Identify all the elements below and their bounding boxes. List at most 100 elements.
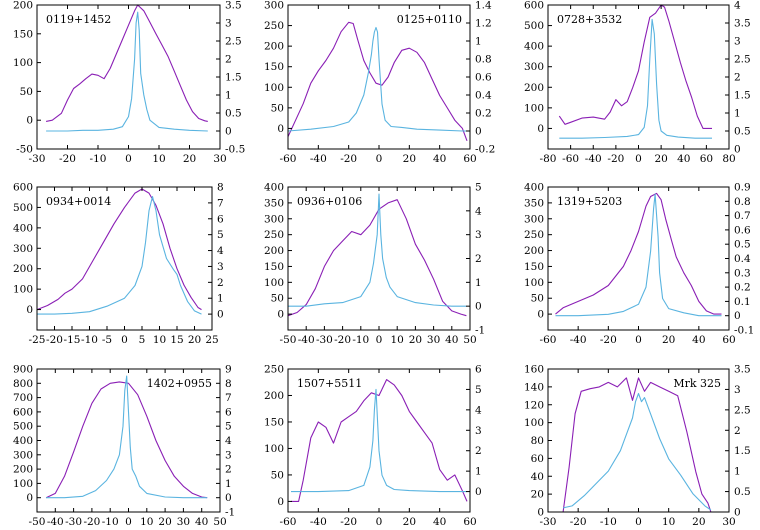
y-left-tick-label: 0 (537, 123, 544, 135)
y-right-tick-label: 0.7 (734, 210, 751, 222)
y-right-tick-label: 0.5 (225, 108, 242, 120)
y-right-tick-label: 7 (217, 197, 224, 209)
y-right-tick-label: 0 (225, 126, 232, 138)
y-left-tick-label: 150 (13, 28, 33, 40)
x-tick-label: -20 (607, 153, 624, 165)
y-left-tick-label: 100 (524, 277, 544, 289)
chart-panel: -25 -20 -15 -10 -5 0 5 10 15 20 250100200300400500… (13, 182, 224, 347)
x-tick-label: -20 (340, 516, 357, 528)
x-tick-label: -10 (600, 516, 617, 528)
plot-frame (287, 4, 471, 150)
chart-panel: -80 -60 -40 -20 0 20 40 60 800100200300400500600… (524, 0, 751, 165)
y-right-tick-label: 8 (225, 378, 232, 390)
y-right-tick-label: 0.4 (475, 90, 492, 102)
y-right-tick-label: 2.5 (734, 404, 751, 416)
y-right-tick-label: 3 (734, 384, 741, 396)
series-purple-line (45, 381, 208, 499)
y-left-tick-label: 300 (524, 61, 544, 73)
x-tick-label: 20 (183, 153, 196, 165)
panel-label: 0934+0014 (46, 195, 111, 208)
x-tick-label: 10 (391, 334, 404, 346)
y-right-tick-label: 4 (734, 0, 741, 12)
y-right-tick-label: 0.1 (734, 296, 751, 308)
x-tick-label: -20 (570, 516, 587, 528)
series-blue-line (46, 11, 208, 132)
y-right-tick-label: 0.3 (734, 267, 751, 279)
x-tick-label: 0 (635, 516, 642, 528)
plot-frame (547, 368, 730, 513)
series-blue-line (287, 26, 467, 132)
y-left-tick-label: 400 (13, 222, 33, 234)
y-right-tick-label: -0.5 (225, 144, 245, 156)
y-left-tick-label: 150 (524, 261, 544, 273)
x-tick-label: 40 (433, 153, 446, 165)
x-tick-label: 0 (121, 334, 128, 346)
y-right-tick-label: 0.5 (734, 239, 751, 251)
x-tick-label: 50 (213, 516, 226, 528)
series-purple-line (558, 4, 712, 129)
y-left-tick-label: 100 (524, 417, 544, 429)
y-left-tick-label: 350 (524, 197, 544, 209)
panel-label: 1507+5511 (297, 377, 362, 390)
x-tick-label: -50 (280, 334, 297, 346)
x-tick-label: -40 (310, 516, 327, 528)
y-right-tick-label: -0.2 (475, 144, 495, 156)
y-right-tick-label: 0 (734, 310, 741, 322)
y-right-tick-label: 4 (217, 245, 224, 257)
y-right-tick-label: 1.5 (734, 445, 751, 457)
y-left-tick-label: 0 (277, 123, 284, 135)
y-right-tick-label: 4 (475, 404, 482, 416)
y-right-tick-label: -1 (225, 507, 235, 519)
y-right-tick-label: 0.9 (734, 182, 751, 194)
y-right-tick-label: 2.5 (734, 54, 751, 66)
x-tick-label: -30 (29, 153, 46, 165)
y-right-tick-label: 2 (217, 277, 224, 289)
y-left-tick-label: 120 (524, 399, 544, 411)
x-tick-label: 20 (662, 334, 675, 346)
y-left-tick-label: 150 (264, 416, 284, 428)
x-tick-label: -30 (316, 334, 333, 346)
y-left-tick-label: 50 (271, 469, 284, 481)
y-left-tick-label: 0 (26, 492, 33, 504)
y-right-tick-label: 2.5 (225, 36, 242, 48)
x-tick-label: -5 (102, 334, 112, 346)
y-right-tick-label: 1 (734, 108, 741, 120)
y-left-tick-label: 150 (264, 261, 284, 273)
series-purple-line (562, 377, 712, 513)
x-tick-label: -60 (280, 516, 297, 528)
x-tick-label: 60 (722, 334, 735, 346)
x-tick-label: 10 (153, 334, 166, 346)
x-tick-label: 60 (463, 153, 476, 165)
y-left-tick-label: 80 (531, 435, 544, 447)
x-tick-label: -20 (334, 334, 351, 346)
chart-panel: -50 -40 -30 -20 -10 0 10 20 30 40 5001002003004005… (13, 364, 235, 529)
x-tick-label: 30 (722, 516, 735, 528)
x-tick-label: 50 (463, 334, 476, 346)
y-right-tick-label: 2 (475, 445, 482, 457)
x-tick-label: 60 (700, 153, 713, 165)
x-tick-label: 0 (376, 334, 383, 346)
y-left-tick-label: 0 (537, 507, 544, 519)
x-tick-label: 40 (677, 153, 690, 165)
series-purple-line (555, 192, 722, 315)
y-right-tick-label: 3.5 (734, 364, 751, 376)
plot-frame (287, 186, 471, 331)
y-right-tick-label: 5 (475, 182, 482, 194)
x-tick-label: -20 (340, 153, 357, 165)
y-right-tick-label: -1 (475, 325, 485, 337)
x-tick-label: -40 (47, 516, 64, 528)
x-tick-label: 20 (158, 516, 171, 528)
y-left-tick-label: 150 (264, 61, 284, 73)
x-tick-label: 30 (177, 516, 190, 528)
x-tick-label: -40 (585, 153, 602, 165)
plot-frame (36, 186, 213, 331)
y-left-tick-label: 100 (264, 443, 284, 455)
x-tick-label: 10 (662, 516, 675, 528)
x-tick-label: 20 (692, 516, 705, 528)
y-left-tick-label: 40 (531, 471, 544, 483)
y-right-tick-label: 0 (475, 486, 482, 498)
x-tick-label: -15 (64, 334, 81, 346)
x-tick-label: -20 (83, 516, 100, 528)
x-tick-label: -50 (29, 516, 46, 528)
x-tick-label: 20 (654, 153, 667, 165)
